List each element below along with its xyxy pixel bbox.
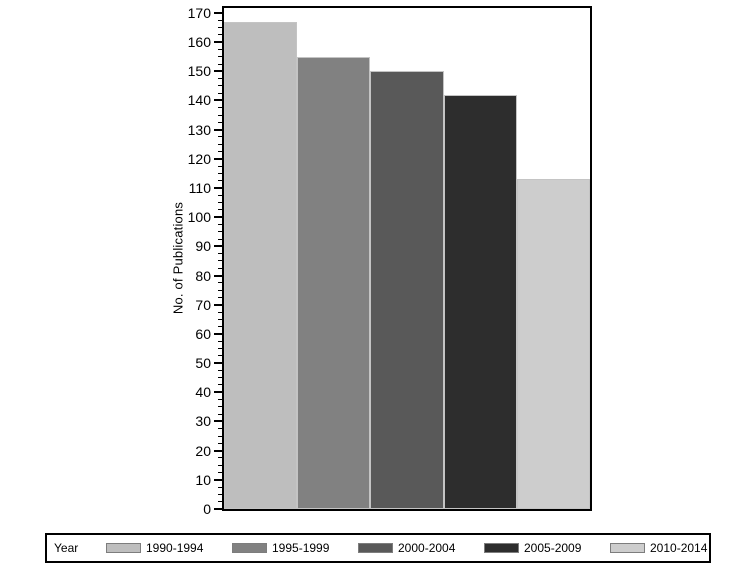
y-major-tick: [214, 11, 222, 14]
plot-area: [222, 6, 592, 511]
legend-item-2010-2014: 2010-2014: [610, 541, 708, 555]
legend-item-1995-1999: 1995-1999: [232, 541, 330, 555]
y-major-tick: [214, 216, 222, 219]
y-major-tick: [214, 508, 222, 510]
y-tick-label: 10: [195, 471, 211, 488]
y-axis-title: No. of Publications: [170, 201, 186, 315]
y-major-tick: [214, 128, 222, 131]
y-major-tick: [214, 303, 222, 306]
y-major-tick: [214, 245, 222, 248]
legend-swatch-1995-1999: [232, 543, 267, 553]
bar-1995-1999: [297, 57, 371, 509]
y-major-tick: [214, 99, 222, 102]
legend-item-2000-2004: 2000-2004: [358, 541, 456, 555]
bar-2000-2004: [370, 71, 444, 509]
legend-label: 2005-2009: [524, 541, 582, 555]
y-major-tick: [214, 187, 222, 190]
y-tick-label: 110: [188, 180, 211, 197]
y-tick-label: 0: [203, 501, 211, 517]
y-tick-label: 120: [187, 150, 211, 167]
legend-item-1990-1994: 1990-1994: [106, 541, 204, 555]
y-tick-label: 60: [195, 325, 211, 342]
bar-2010-2014: [516, 179, 590, 509]
y-major-tick: [214, 332, 222, 335]
legend-label: 1995-1999: [272, 541, 330, 555]
legend-label: 1990-1994: [146, 541, 204, 555]
y-major-tick: [214, 274, 222, 277]
y-major-tick: [214, 391, 222, 394]
y-tick-label: 140: [187, 92, 211, 109]
bar-1990-1994: [224, 22, 298, 509]
y-major-tick: [214, 420, 222, 423]
y-tick-label: 30: [195, 413, 211, 430]
y-major-tick: [214, 478, 222, 481]
legend-swatch-2005-2009: [484, 543, 519, 553]
y-major-tick: [214, 41, 222, 44]
legend-item-2005-2009: 2005-2009: [484, 541, 582, 555]
y-tick-label: 40: [195, 384, 211, 401]
y-tick-label: 50: [195, 355, 211, 372]
legend-swatch-1990-1994: [106, 543, 141, 553]
y-major-tick: [214, 70, 222, 73]
legend-title: Year: [54, 541, 79, 555]
legend-swatch-2010-2014: [610, 543, 645, 553]
y-tick-label: 130: [187, 121, 211, 138]
bar-2005-2009: [443, 95, 517, 509]
legend-label: 2010-2014: [650, 541, 708, 555]
y-tick-label: 160: [187, 34, 211, 51]
y-major-tick: [214, 157, 222, 160]
y-major-tick: [214, 449, 222, 452]
legend-label: 2000-2004: [398, 541, 456, 555]
y-major-tick: [214, 362, 222, 365]
y-tick-label: 150: [187, 63, 211, 80]
y-tick-label: 170: [187, 4, 211, 21]
legend-swatch-2000-2004: [358, 543, 393, 553]
y-tick-label: 20: [195, 442, 211, 459]
legend-box: Year 1990-1994 1995-1999 2000-2004 2005-200…: [45, 533, 711, 563]
